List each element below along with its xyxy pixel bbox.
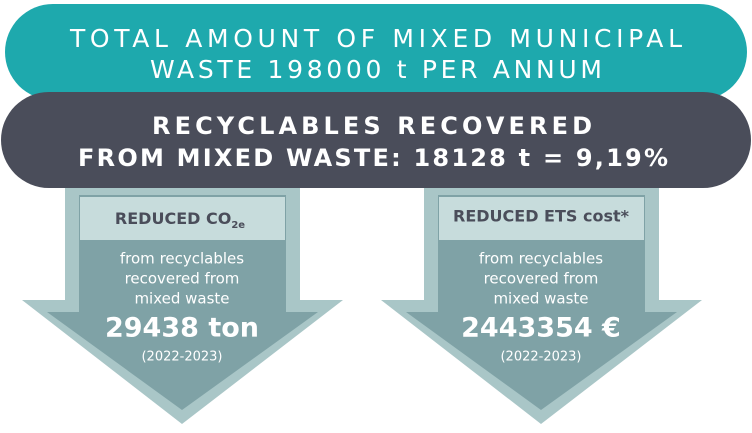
recovered-line: RECYCLABLES RECOVERED: [152, 112, 592, 140]
recovered-banner: [1, 92, 751, 188]
arrow-period: (2022-2023): [141, 350, 222, 365]
arrow-inner: [47, 195, 318, 410]
header-subscript: 2e: [231, 220, 245, 231]
arrow-header: REDUCED ETS cost*: [453, 207, 630, 226]
arrow-inner: [406, 195, 677, 410]
banner-line: WASTE 198000 t PER ANNUM: [150, 55, 602, 84]
arrow-header: REDUCED CO2e: [115, 209, 245, 232]
arrow-body-line: from recyclables: [479, 250, 603, 268]
arrow-period: (2022-2023): [500, 350, 581, 365]
arrow-value: 29438 ton: [105, 313, 259, 344]
arrow-body-line: mixed waste: [493, 290, 588, 308]
arrow-header-box: [80, 197, 285, 240]
recovered-line: FROM MIXED WASTE: 18128 t = 9,19%: [78, 144, 668, 172]
arrow-body-line: recovered from: [125, 270, 240, 288]
total-banner: [5, 4, 747, 100]
arrow-body-line: mixed waste: [134, 290, 229, 308]
arrow-value: 2443354 €: [461, 313, 621, 344]
arrow-body-line: recovered from: [484, 270, 599, 288]
header-text: REDUCED CO: [115, 209, 231, 228]
arrow-header-box: [439, 197, 644, 240]
arrow-body-line: from recyclables: [120, 250, 244, 268]
